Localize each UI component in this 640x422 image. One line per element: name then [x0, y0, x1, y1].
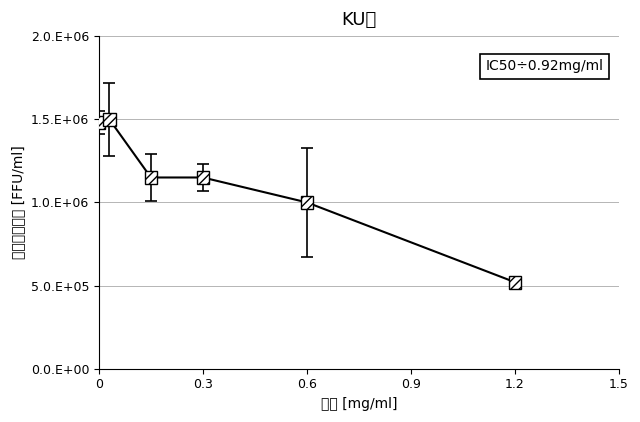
Bar	[509, 276, 521, 289]
Bar	[196, 171, 209, 184]
Text: IC50÷0.92mg/ml: IC50÷0.92mg/ml	[485, 60, 604, 73]
Bar	[93, 116, 105, 129]
Bar	[103, 113, 116, 126]
Bar	[145, 171, 157, 184]
Bar	[301, 196, 313, 209]
Title: KU株: KU株	[341, 11, 376, 29]
X-axis label: 濃度 [mg/ml]: 濃度 [mg/ml]	[321, 397, 397, 411]
Y-axis label: ウイルスカ価 [FFU/ml]: ウイルスカ価 [FFU/ml]	[11, 146, 25, 259]
